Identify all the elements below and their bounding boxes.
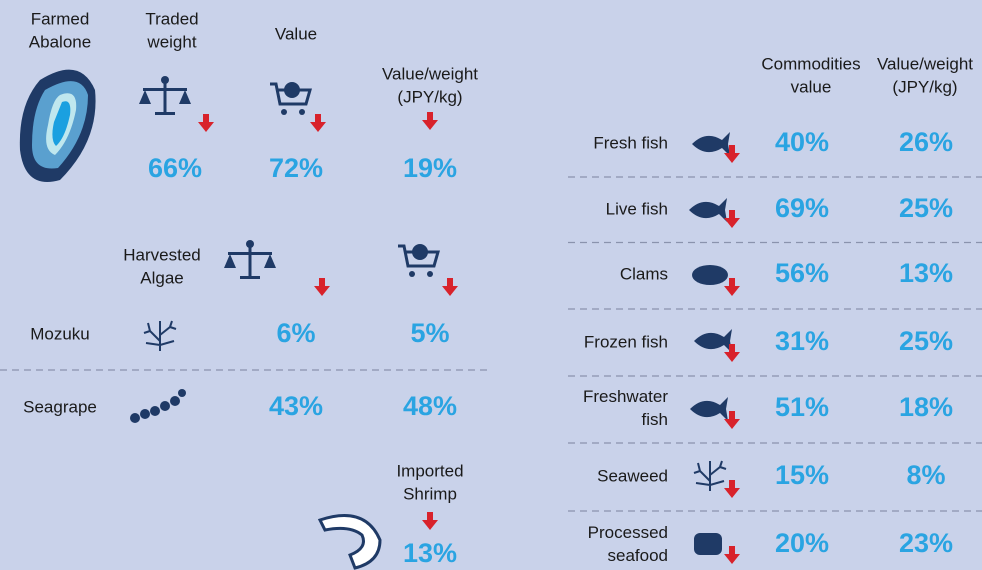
row-label: Seaweed	[597, 466, 668, 485]
column-header: (JPY/kg)	[892, 77, 957, 96]
column-header: Commodities	[761, 54, 860, 73]
percent: 25%	[899, 193, 953, 223]
row-label: Mozuku	[30, 324, 90, 343]
percent: 40%	[775, 127, 829, 157]
column-header: Traded	[145, 9, 198, 28]
percent: 51%	[775, 392, 829, 422]
row-label: fish	[642, 410, 668, 429]
percent: 20%	[775, 528, 829, 558]
percent: 43%	[269, 391, 323, 421]
row-label: Processed	[588, 523, 668, 542]
percent: 5%	[410, 318, 449, 348]
percent: 25%	[899, 326, 953, 356]
infographic: Farmed Abalone Traded weight Value Value/weig…	[0, 0, 982, 570]
percent: 15%	[775, 460, 829, 490]
percent: 56%	[775, 258, 829, 288]
percent: 66%	[148, 153, 202, 183]
percent: 18%	[899, 392, 953, 422]
column-header: Value/weight	[382, 64, 478, 83]
shrimp-label: Imported	[396, 461, 463, 480]
row-label: Seagrape	[23, 397, 97, 416]
row-label: seafood	[608, 546, 669, 565]
column-header: weight	[146, 32, 196, 51]
abalone-label: Farmed	[31, 9, 90, 28]
percent: 23%	[899, 528, 953, 558]
shrimp-label: Shrimp	[403, 484, 457, 503]
algae-label: Harvested	[123, 245, 200, 264]
percent: 13%	[899, 258, 953, 288]
percent: 19%	[403, 153, 457, 183]
row-label: Clams	[620, 264, 668, 283]
percent: 26%	[899, 127, 953, 157]
column-header: (JPY/kg)	[397, 87, 462, 106]
row-label: Freshwater	[583, 387, 668, 406]
row-label: Frozen fish	[584, 332, 668, 351]
percent: 8%	[906, 460, 945, 490]
percent: 48%	[403, 391, 457, 421]
abalone-label: Abalone	[29, 32, 91, 51]
percent: 13%	[403, 538, 457, 568]
row-label: Fresh fish	[593, 133, 668, 152]
algae-label: Algae	[140, 268, 183, 287]
row-label: Live fish	[606, 199, 668, 218]
column-header: Value/weight	[877, 54, 973, 73]
percent: 6%	[276, 318, 315, 348]
column-header: Value	[275, 24, 317, 43]
percent: 31%	[775, 326, 829, 356]
percent: 69%	[775, 193, 829, 223]
percent: 72%	[269, 153, 323, 183]
column-header: value	[791, 77, 832, 96]
